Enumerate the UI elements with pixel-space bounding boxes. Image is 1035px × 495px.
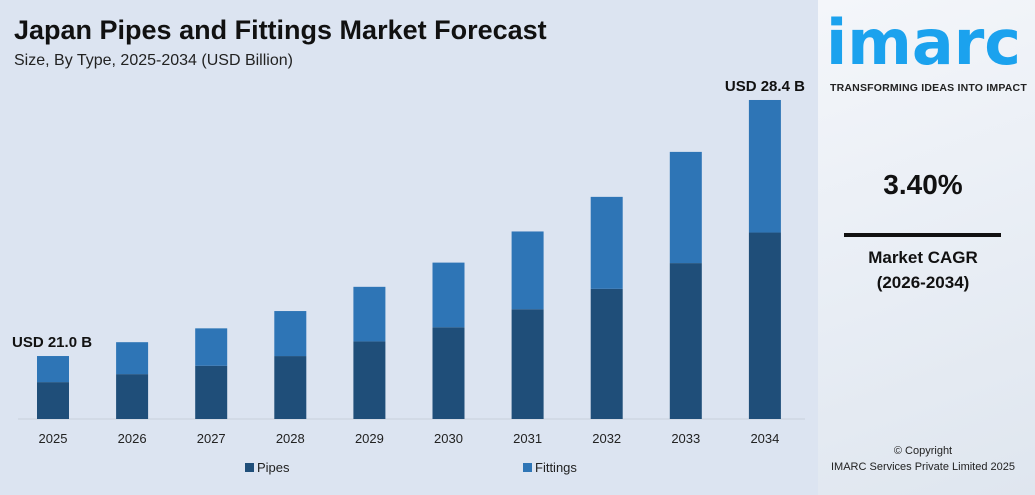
- x-tick-label: 2032: [592, 431, 621, 446]
- bar-fittings-2031: [511, 231, 544, 310]
- bar-chart: 2025 USD 21.0 B 2026 2027 2028 2029 2030 2031 20…: [12, 78, 805, 475]
- x-tick-label: 2033: [671, 431, 700, 446]
- chart-title: Japan Pipes and Fittings Market Forecast: [14, 15, 547, 45]
- bar-pipes-2027: [195, 365, 228, 419]
- x-tick-label: 2029: [355, 431, 384, 446]
- x-tick-label: 2034: [750, 431, 779, 446]
- bar-fittings-2028: [274, 311, 307, 357]
- x-tick-label: 2028: [276, 431, 305, 446]
- bar-fittings-2026: [116, 342, 149, 375]
- bar-fittings-2030: [432, 262, 465, 328]
- cagr-label: Market CAGR: [868, 248, 978, 267]
- x-tick-label: 2031: [513, 431, 542, 446]
- bar-pipes-2031: [511, 309, 544, 419]
- x-tick-label: 2026: [118, 431, 147, 446]
- imarc-logo: imarc: [826, 12, 1022, 74]
- cagr-period: (2026-2034): [876, 273, 970, 292]
- bar-pipes-2033: [669, 263, 702, 419]
- bar-pipes-2032: [590, 288, 623, 419]
- bar-pipes-2028: [274, 356, 307, 419]
- info-panel: imarc TRANSFORMING IDEAS INTO IMPACT 3.4…: [818, 0, 1035, 495]
- company-name: IMARC Services Private Limited 2025: [830, 461, 1015, 473]
- bar-fittings-2029: [353, 286, 386, 342]
- bar-pipes-2026: [116, 374, 149, 419]
- x-tick-label: 2027: [197, 431, 226, 446]
- bar-fittings-2034: [748, 99, 781, 233]
- divider: [844, 233, 1001, 237]
- x-tick-label: 2025: [39, 431, 68, 446]
- legend-swatch-fittings: [523, 463, 532, 472]
- legend-label-pipes: Pipes: [257, 460, 290, 475]
- data-label-first: USD 21.0 B: [12, 334, 92, 351]
- bar-pipes-2034: [748, 232, 781, 419]
- legend-swatch-pipes: [245, 463, 254, 472]
- bar-pipes-2029: [353, 341, 386, 419]
- legend-label-fittings: Fittings: [535, 460, 577, 475]
- chart-panel: Japan Pipes and Fittings Market Forecast…: [12, 15, 806, 475]
- bar-fittings-2027: [195, 328, 228, 366]
- bar-fittings-2033: [669, 151, 702, 264]
- bar-pipes-2030: [432, 327, 465, 419]
- cagr-value: 3.40%: [883, 169, 963, 200]
- brand-tagline: TRANSFORMING IDEAS INTO IMPACT: [830, 82, 1027, 94]
- chart-subtitle: Size, By Type, 2025-2034 (USD Billion): [14, 52, 293, 69]
- bar-fittings-2032: [590, 196, 623, 289]
- data-label-last: USD 28.4 B: [725, 78, 805, 95]
- bar-pipes-2025: [37, 382, 69, 419]
- bar-fittings-2025: [37, 356, 69, 383]
- x-tick-label: 2030: [434, 431, 463, 446]
- copyright: © Copyright: [893, 445, 953, 457]
